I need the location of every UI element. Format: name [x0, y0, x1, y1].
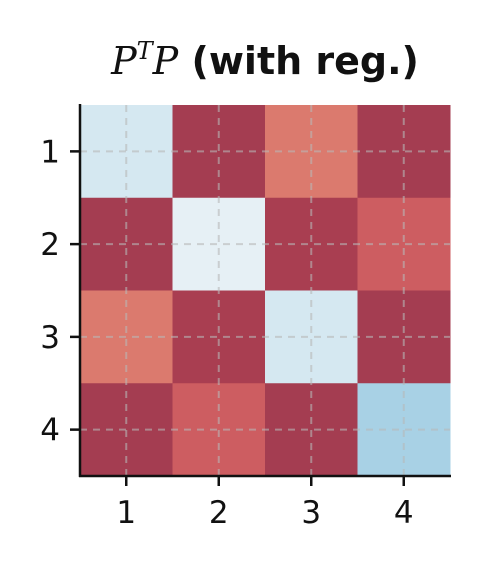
y-tick-label-3: 3 [40, 320, 60, 356]
heatmap-cells [80, 105, 451, 477]
x-tick-label-3: 3 [301, 495, 321, 531]
axes [78, 104, 451, 478]
title-math-base: P [110, 39, 138, 83]
title-math-base-2: P [152, 39, 180, 83]
x-tick-label-1: 1 [116, 495, 136, 531]
y-tick-label-4: 4 [40, 413, 60, 449]
chart-title: PTP (with reg.) [110, 37, 419, 83]
x-tick-label-4: 4 [394, 495, 414, 531]
grid-lines [80, 105, 450, 476]
title-suffix: (with reg.) [178, 39, 419, 83]
y-axis-ticks: 1 2 3 4 [40, 134, 80, 449]
y-tick-label-2: 2 [40, 227, 60, 263]
x-tick-label-2: 2 [209, 495, 229, 531]
y-tick-label-1: 1 [40, 134, 60, 170]
x-axis-ticks: 1 2 3 4 [116, 476, 414, 531]
title-math-superscript: T [137, 37, 155, 65]
